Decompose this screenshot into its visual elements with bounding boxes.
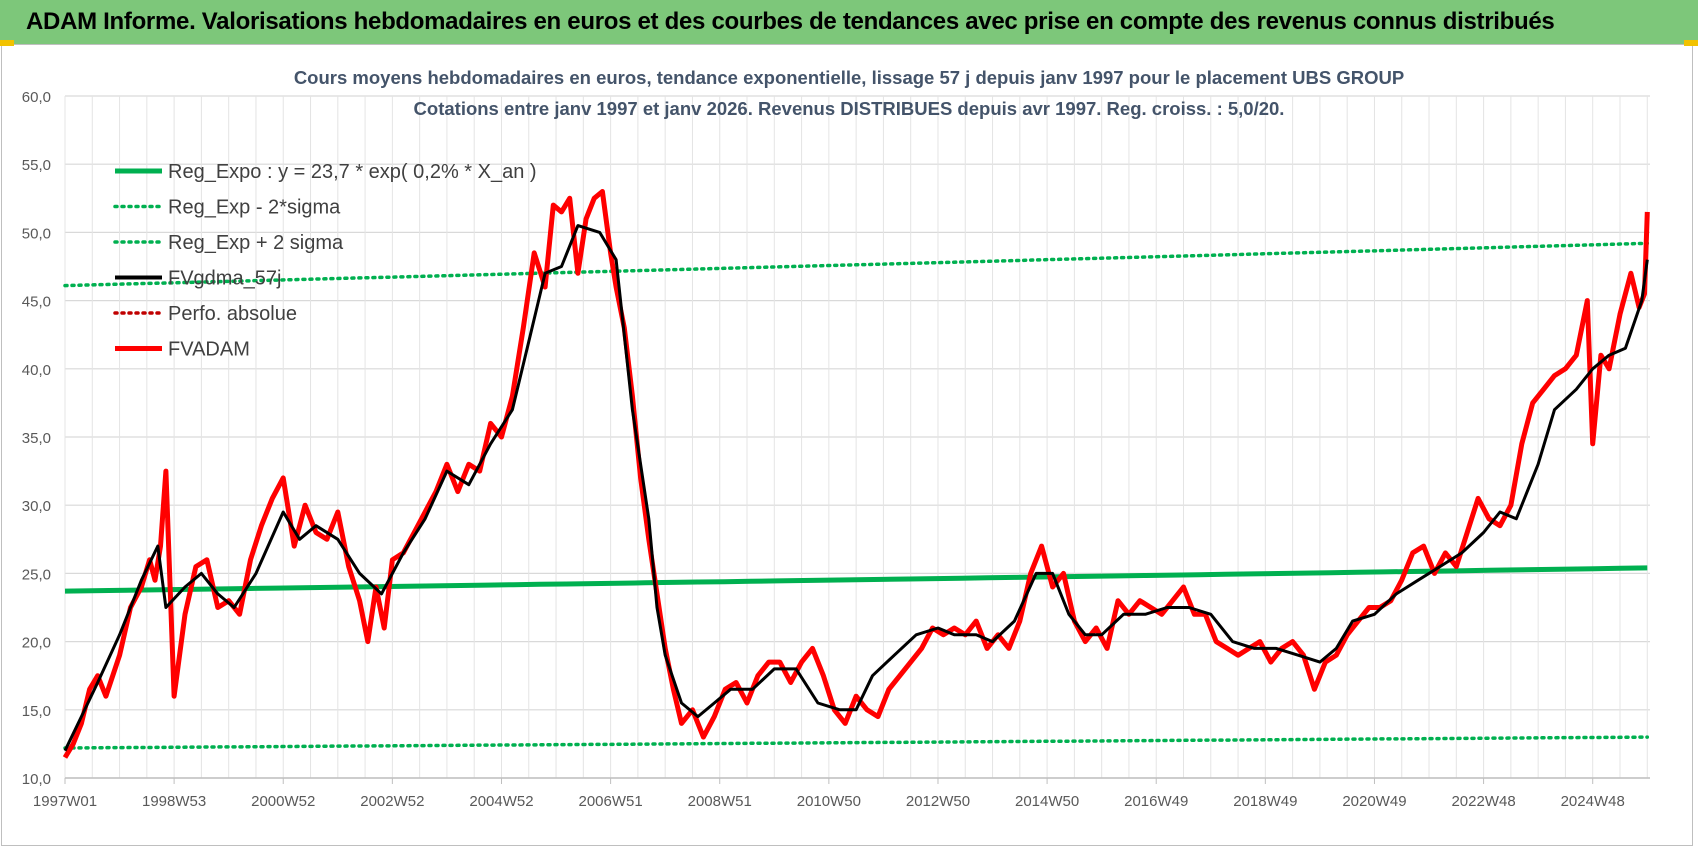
y-tick-label: 45,0: [22, 294, 51, 311]
chart-svg: 10,0 15,0 20,0 25,0 30,0 35,0 40,0 45,0 50,0 55,0…: [22, 67, 1650, 810]
banner-title: ADAM Informe. Valorisations hebdomadaire…: [26, 8, 1555, 35]
series-layer: [62, 189, 1650, 759]
legend-label-6: FVADAM: [168, 339, 250, 361]
legend-label-5: Perfo. absolue: [168, 303, 297, 325]
corner-mark-left: [0, 40, 14, 46]
legend-label-4: FVgdma_57j: [168, 268, 281, 290]
legend-label-3: Reg_Exp + 2 sigma: [168, 232, 344, 254]
y-tick-label: 60,0: [22, 89, 51, 106]
y-tick-label: 25,0: [22, 566, 51, 583]
x-axis-ticks: 1997W01 1998W53 2000W52 2002W52 2004W52 2006W…: [33, 778, 1625, 810]
x-tick-label: 2022W48: [1451, 793, 1515, 810]
chart-title-line2: Cotations entre janv 1997 et janv 2026. …: [414, 98, 1285, 119]
x-tick-label: 1997W01: [33, 793, 97, 810]
chart-legend: Reg_Expo : y = 23,7 * exp( 0,2% * X_an )…: [113, 161, 537, 361]
y-axis-ticks: 10,0 15,0 20,0 25,0 30,0 35,0 40,0 45,0 50,0 55,0…: [22, 89, 51, 788]
chart-title-line1: Cours moyens hebdomadaires en euros, ten…: [294, 67, 1404, 88]
y-tick-label: 10,0: [22, 771, 51, 788]
y-tick-label: 20,0: [22, 635, 51, 652]
x-tick-label: 2016W49: [1124, 793, 1188, 810]
series-line-2: [63, 735, 1650, 750]
x-tick-label: 2020W49: [1342, 793, 1406, 810]
y-tick-label: 30,0: [22, 498, 51, 515]
chart-frame: 10,0 15,0 20,0 25,0 30,0 35,0 40,0 45,0 50,0 55,0…: [1, 44, 1693, 846]
x-tick-label: 2024W48: [1561, 793, 1625, 810]
y-tick-label: 50,0: [22, 225, 51, 242]
legend-label-2: Reg_Exp - 2*sigma: [168, 197, 341, 219]
x-tick-label: 2010W50: [797, 793, 861, 810]
x-tick-label: 2006W51: [579, 793, 643, 810]
y-tick-label: 35,0: [22, 430, 51, 447]
x-tick-label: 2000W52: [251, 793, 315, 810]
x-tick-label: 1998W53: [142, 793, 206, 810]
series-line-4: [63, 224, 1649, 752]
x-tick-label: 2002W52: [360, 793, 424, 810]
x-tick-label: 2008W51: [688, 793, 752, 810]
legend-label-1: Reg_Expo : y = 23,7 * exp( 0,2% * X_an ): [168, 161, 537, 183]
x-tick-label: 2012W50: [906, 793, 970, 810]
y-tick-label: 55,0: [22, 157, 51, 174]
corner-mark-right: [1684, 40, 1698, 46]
y-tick-label: 15,0: [22, 703, 51, 720]
x-tick-label: 2014W50: [1015, 793, 1079, 810]
x-tick-label: 2004W52: [469, 793, 533, 810]
series-line-3: [63, 241, 1650, 288]
x-tick-label: 2018W49: [1233, 793, 1297, 810]
y-tick-label: 40,0: [22, 362, 51, 379]
series-line-1: [64, 565, 1648, 594]
header-banner: ADAM Informe. Valorisations hebdomadaire…: [0, 0, 1698, 45]
